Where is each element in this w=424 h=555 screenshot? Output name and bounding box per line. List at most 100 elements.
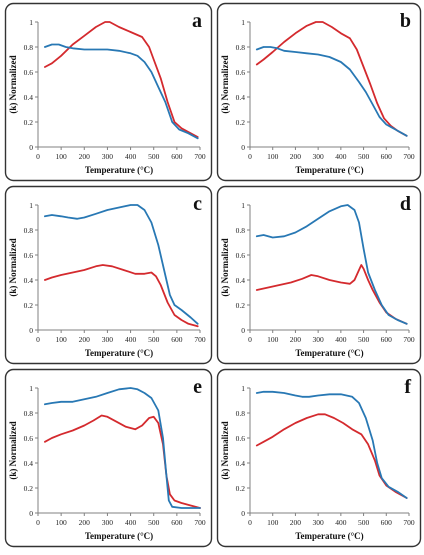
y-tick-label: 0.2	[24, 301, 34, 310]
x-tick-label: 0	[248, 152, 252, 161]
y-tick-label: 0.4	[236, 276, 246, 285]
y-tick-label: 0.4	[24, 276, 34, 285]
panel-f: 0 0.2 0.4 0.6 0.8 1 0 100 200 300 400 500 600 700 Temp…	[216, 368, 422, 548]
y-tick-label: 0.6	[24, 434, 34, 443]
series-line-blue	[44, 204, 199, 325]
x-tick-label: 100	[56, 518, 68, 527]
y-tick-label: 0	[29, 326, 33, 335]
y-tick-label: 0.2	[236, 484, 246, 493]
y-tick-label: 0.6	[24, 251, 34, 260]
x-tick-label: 600	[171, 335, 183, 344]
x-tick-label: 700	[403, 152, 415, 161]
y-tick-label: 0.2	[236, 118, 246, 127]
x-tick-label: 200	[79, 518, 91, 527]
y-tick-label: 0	[241, 509, 245, 518]
y-tick-label: 1	[241, 18, 245, 27]
x-tick-label: 200	[290, 518, 302, 527]
y-axis-label: (k) Normalized	[8, 55, 18, 113]
y-tick-label: 0.8	[24, 226, 34, 235]
x-tick-label: 100	[267, 335, 279, 344]
x-tick-label: 0	[36, 335, 40, 344]
x-tick-label: 700	[403, 518, 415, 527]
y-tick-label: 0.8	[24, 409, 34, 418]
y-tick-label: 0.8	[236, 226, 246, 235]
panel-e: 0 0.2 0.4 0.6 0.8 1 0 100 200 300 400 500 600 700 Temp…	[4, 368, 213, 548]
x-tick-label: 400	[335, 152, 347, 161]
x-tick-label: 500	[148, 518, 160, 527]
x-tick-label: 0	[248, 335, 252, 344]
x-tick-label: 300	[313, 152, 325, 161]
x-tick-label: 400	[125, 518, 137, 527]
x-tick-label: 100	[267, 152, 279, 161]
series-line-blue	[44, 43, 199, 140]
x-tick-label: 500	[148, 152, 160, 161]
panel-label: a	[192, 10, 202, 32]
x-tick-label: 400	[125, 335, 137, 344]
y-tick-label: 0.4	[24, 93, 34, 102]
x-tick-label: 600	[381, 152, 393, 161]
panel-frame	[4, 185, 213, 365]
panel-a: 0 0.2 0.4 0.6 0.8 1 0 100 200 300 400 500 600 700 Temp…	[4, 2, 213, 182]
y-tick-label: 0	[29, 143, 33, 152]
x-tick-label: 700	[403, 335, 415, 344]
y-tick-label: 0.2	[236, 301, 246, 310]
panel-label: b	[400, 10, 411, 32]
y-tick-label: 0.2	[24, 118, 34, 127]
y-tick-label: 0.6	[236, 251, 246, 260]
y-axis-label: (k) Normalized	[220, 421, 230, 479]
y-axis-label: (k) Normalized	[220, 55, 230, 113]
y-tick-label: 1	[241, 201, 245, 210]
y-tick-label: 0.6	[24, 68, 34, 77]
x-tick-label: 700	[194, 518, 206, 527]
y-axis-label: (k) Normalized	[220, 238, 230, 296]
x-tick-label: 500	[358, 335, 370, 344]
y-axis-label: (k) Normalized	[8, 421, 18, 479]
series-line-red	[44, 414, 201, 509]
series-line-red	[255, 264, 408, 325]
panel-frame	[4, 2, 213, 182]
x-tick-label: 100	[56, 152, 68, 161]
y-axis-label: (k) Normalized	[8, 238, 18, 296]
x-axis-label: Temperature (°C)	[85, 531, 153, 541]
series-line-blue	[255, 390, 408, 499]
x-tick-label: 300	[102, 518, 114, 527]
x-axis-label: Temperature (°C)	[85, 165, 153, 175]
x-tick-label: 500	[358, 152, 370, 161]
series-line-blue	[44, 387, 201, 509]
y-tick-label: 1	[29, 201, 33, 210]
x-tick-label: 700	[194, 335, 206, 344]
x-tick-label: 400	[335, 518, 347, 527]
panel-frame	[4, 368, 213, 548]
series-line-red	[44, 264, 199, 328]
x-tick-label: 300	[102, 152, 114, 161]
x-tick-label: 200	[79, 335, 91, 344]
y-tick-label: 0.6	[236, 68, 246, 77]
panel-d: 0 0.2 0.4 0.6 0.8 1 0 100 200 300 400 500 600 700 Temp…	[216, 185, 422, 365]
x-tick-label: 500	[148, 335, 160, 344]
y-tick-label: 0.8	[24, 43, 34, 52]
x-tick-label: 200	[290, 335, 302, 344]
panel-label: f	[404, 376, 411, 398]
panel-frame	[216, 368, 422, 548]
x-tick-label: 100	[267, 518, 279, 527]
y-tick-label: 0.4	[236, 93, 246, 102]
panel-label: e	[193, 376, 202, 398]
panel-label: d	[400, 193, 411, 215]
x-tick-label: 400	[125, 152, 137, 161]
x-tick-label: 700	[194, 152, 206, 161]
panel-label: c	[193, 193, 202, 215]
x-tick-label: 200	[290, 152, 302, 161]
y-tick-label: 0.8	[236, 409, 246, 418]
x-tick-label: 600	[381, 518, 393, 527]
y-tick-label: 0	[241, 143, 245, 152]
x-tick-label: 500	[358, 518, 370, 527]
panel-b: 0 0.2 0.4 0.6 0.8 1 0 100 200 300 400 500 600 700 Temp…	[216, 2, 422, 182]
y-tick-label: 0.4	[24, 459, 34, 468]
x-tick-label: 0	[248, 518, 252, 527]
x-tick-label: 100	[56, 335, 68, 344]
series-line-blue	[255, 204, 408, 325]
y-tick-label: 0	[29, 509, 33, 518]
y-tick-label: 0.4	[236, 459, 246, 468]
x-tick-label: 0	[36, 152, 40, 161]
